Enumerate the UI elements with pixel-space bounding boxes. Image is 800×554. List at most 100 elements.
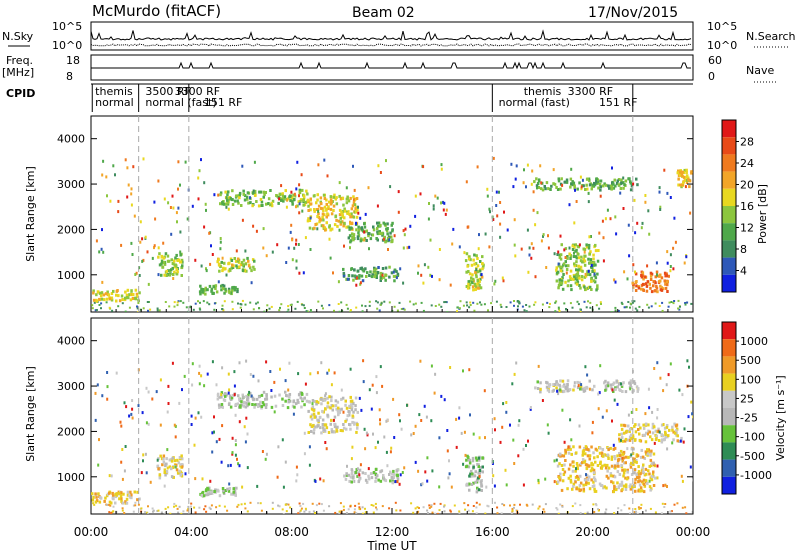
velocity_panel-echo-cell bbox=[381, 384, 384, 388]
power_panel-echo-cell bbox=[204, 286, 207, 290]
power_panel-echo-cell bbox=[417, 264, 420, 268]
velocity_panel-echo-cell bbox=[303, 452, 306, 456]
velocity_panel-echo-cell bbox=[458, 512, 461, 514]
power_panel-echo-cell bbox=[167, 259, 171, 263]
velocity_panel-echo-cell bbox=[344, 419, 347, 423]
power_panel-echo-cell bbox=[271, 250, 274, 254]
power_panel-echo-cell bbox=[210, 289, 213, 293]
power_panel-echo-cell bbox=[570, 288, 573, 292]
velocity_panel-echo-cell bbox=[347, 473, 351, 477]
power_panel-echo-cell bbox=[226, 198, 229, 202]
power_panel-echo-cell bbox=[393, 305, 396, 308]
velocity_panel-echo-cell bbox=[627, 413, 630, 417]
velocity_panel-echo-cell bbox=[144, 511, 147, 513]
velocity_panel-echo-cell bbox=[578, 381, 581, 385]
velocity_panel-echo-cell bbox=[354, 396, 358, 400]
power_panel-echo-cell bbox=[373, 266, 376, 270]
power_panel-echo-cell bbox=[146, 250, 149, 254]
velocity_panel-echo-cell bbox=[335, 429, 339, 433]
power_panel-echo-cell bbox=[582, 260, 585, 264]
velocity_panel-echo-cell bbox=[357, 502, 360, 505]
power_panel-echo-cell bbox=[354, 210, 358, 214]
power_panel-echo-cell bbox=[246, 197, 249, 201]
velocity_panel-echo-cell bbox=[284, 503, 287, 506]
power_panel-echo-cell bbox=[356, 237, 360, 241]
freq-left-label-1: Freq. bbox=[6, 54, 33, 67]
power_panel-echo-cell bbox=[444, 301, 447, 303]
power_panel-echo-cell bbox=[475, 254, 478, 258]
power_panel-echo-cell bbox=[472, 288, 475, 292]
noise-right-tick-bottom: 10^0 bbox=[707, 39, 737, 52]
power_panel-echo-cell bbox=[669, 196, 672, 199]
power_panel-echo-cell bbox=[238, 196, 241, 200]
velocity_panel-echo-cell bbox=[511, 509, 514, 512]
velocity_panel-echo-cell bbox=[200, 415, 203, 419]
velocity_panel-echo-cell bbox=[582, 449, 585, 452]
power_panel-echo-cell bbox=[307, 209, 310, 212]
power_panel-echo-cell bbox=[596, 284, 599, 288]
velocity_panel-echo-cell bbox=[253, 405, 256, 409]
velocity_panel-echo-cell bbox=[394, 480, 397, 484]
power_panel-echo-cell bbox=[239, 263, 243, 266]
power_panel-echo-cell bbox=[132, 165, 135, 169]
velocity_panel-echo-cell bbox=[311, 399, 315, 402]
power_panel-echo-cell bbox=[323, 226, 326, 230]
power_panel-echo-cell bbox=[352, 164, 354, 168]
power_panel-echo-cell bbox=[687, 178, 690, 182]
power_panel-echo-cell bbox=[590, 235, 592, 238]
power_panel-echo-cell bbox=[111, 309, 114, 312]
power_panel-colorbar-swatch bbox=[722, 171, 736, 189]
velocity_panel-echo-cell bbox=[233, 384, 236, 388]
velocity_panel-echo-cell bbox=[271, 501, 274, 504]
power_panel-echo-cell bbox=[658, 279, 661, 283]
power_panel-echo-cell bbox=[160, 273, 163, 277]
velocity_panel-echo-cell bbox=[340, 511, 343, 514]
power_panel-echo-cell bbox=[362, 269, 366, 273]
power_panel-echo-cell bbox=[584, 254, 587, 258]
power_panel-echo-cell bbox=[220, 288, 223, 292]
power_panel-echo-cell bbox=[574, 281, 578, 285]
power_panel-echo-cell bbox=[638, 305, 641, 308]
power_panel-echo-cell bbox=[245, 269, 248, 273]
power_panel-echo-cell bbox=[361, 310, 364, 312]
freq-left-tick-top: 18 bbox=[66, 54, 80, 67]
velocity_panel-echo-cell bbox=[181, 457, 184, 461]
power_panel-echo-cell bbox=[585, 245, 589, 249]
velocity_panel-echo-cell bbox=[110, 474, 113, 478]
velocity_panel-echo-cell bbox=[594, 489, 598, 493]
velocity_panel-echo-cell bbox=[151, 397, 154, 401]
power_panel-echo-cell bbox=[101, 173, 104, 177]
velocity_panel-echo-cell bbox=[651, 431, 655, 435]
power_panel-echo-cell bbox=[131, 253, 134, 256]
velocity_panel-echo-cell bbox=[623, 461, 626, 465]
velocity_panel-echo-cell bbox=[632, 380, 636, 384]
power_panel-echo-cell bbox=[219, 191, 223, 195]
power_panel-echo-cell bbox=[321, 215, 324, 219]
velocity_panel-echo-cell bbox=[129, 490, 132, 494]
velocity_panel-echo-cell bbox=[232, 490, 235, 494]
power_panel-echo-cell bbox=[391, 221, 394, 225]
noise-right-tick-top: 10^5 bbox=[707, 20, 737, 33]
power_panel-echo-cell bbox=[632, 182, 635, 186]
velocity_panel-echo-cell bbox=[298, 392, 301, 396]
velocity_panel-echo-cell bbox=[362, 359, 365, 363]
power_panel-echo-cell bbox=[268, 203, 272, 207]
velocity_panel-echo-cell bbox=[159, 378, 162, 382]
power_panel-echo-cell bbox=[364, 267, 367, 271]
power_panel-echo-cell bbox=[429, 238, 432, 242]
power_panel-echo-cell bbox=[229, 268, 232, 272]
power_panel-echo-cell bbox=[254, 193, 257, 197]
power_panel-echo-cell bbox=[356, 269, 360, 273]
power_panel-echo-cell bbox=[624, 179, 628, 183]
velocity_panel-echo-cell bbox=[509, 423, 511, 427]
power_panel-echo-cell bbox=[574, 188, 576, 192]
power_panel-echo-cell bbox=[483, 303, 486, 306]
beam-title: Beam 02 bbox=[352, 5, 415, 21]
power_panel-echo-cell bbox=[622, 207, 625, 210]
velocity_panel-echo-cell bbox=[301, 397, 305, 401]
velocity_panel-echo-cell bbox=[339, 429, 343, 432]
power_panel-echo-cell bbox=[257, 204, 261, 208]
velocity_panel-echo-cell bbox=[418, 413, 421, 417]
power_panel-echo-cell bbox=[589, 306, 592, 309]
